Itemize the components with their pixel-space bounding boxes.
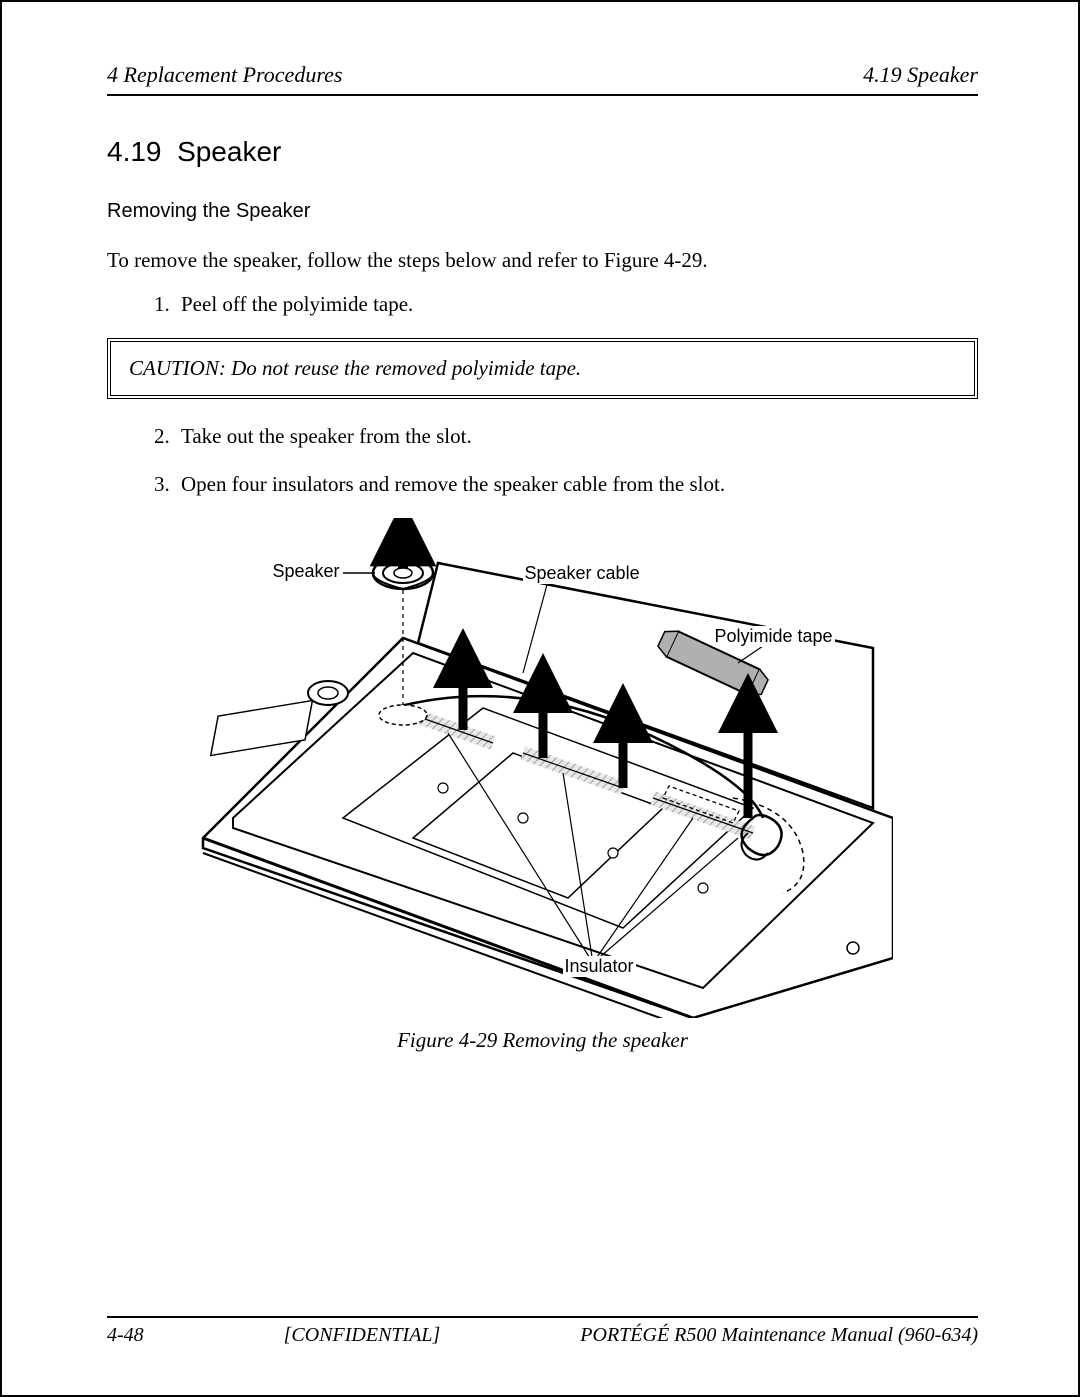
section-name: Speaker — [177, 136, 281, 167]
intro-paragraph: To remove the speaker, follow the steps … — [107, 245, 978, 275]
caution-box: CAUTION: Do not reuse the removed polyim… — [107, 338, 978, 399]
figure-caption: Figure 4-29 Removing the speaker — [107, 1028, 978, 1053]
label-polyimide-tape: Polyimide tape — [713, 626, 835, 647]
section-title: 4.19 Speaker — [107, 136, 978, 168]
page-header: 4 Replacement Procedures 4.19 Speaker — [107, 62, 978, 92]
step-2: Take out the speaker from the slot. — [175, 421, 978, 451]
header-right: 4.19 Speaker — [863, 62, 978, 88]
figure-4-29: Speaker Speaker cable Polyimide tape Ins… — [193, 518, 893, 1018]
label-speaker: Speaker — [271, 561, 342, 582]
header-rule — [107, 94, 978, 96]
caution-text: CAUTION: Do not reuse the removed polyim… — [129, 356, 581, 380]
steps-list-a: Peel off the polyimide tape. — [107, 289, 978, 319]
step-3: Open four insulators and remove the spea… — [175, 469, 978, 499]
footer-rule — [107, 1316, 978, 1318]
label-speaker-cable: Speaker cable — [523, 563, 642, 584]
footer-page-number: 4-48 — [107, 1324, 144, 1347]
step-1: Peel off the polyimide tape. — [175, 289, 978, 319]
section-number: 4.19 — [107, 136, 162, 167]
figure-svg — [193, 518, 893, 1018]
footer-confidential: [CONFIDENTIAL] — [284, 1324, 441, 1347]
header-left: 4 Replacement Procedures — [107, 62, 342, 88]
document-page: 4 Replacement Procedures 4.19 Speaker 4.… — [0, 0, 1080, 1397]
steps-list-b: Take out the speaker from the slot. Open… — [107, 421, 978, 500]
subheading-removing: Removing the Speaker — [107, 200, 978, 223]
footer-manual-title: PORTÉGÉ R500 Maintenance Manual (960-634… — [580, 1324, 978, 1347]
page-footer: 4-48 [CONFIDENTIAL] PORTÉGÉ R500 Mainten… — [107, 1316, 978, 1347]
label-insulator: Insulator — [563, 956, 636, 977]
